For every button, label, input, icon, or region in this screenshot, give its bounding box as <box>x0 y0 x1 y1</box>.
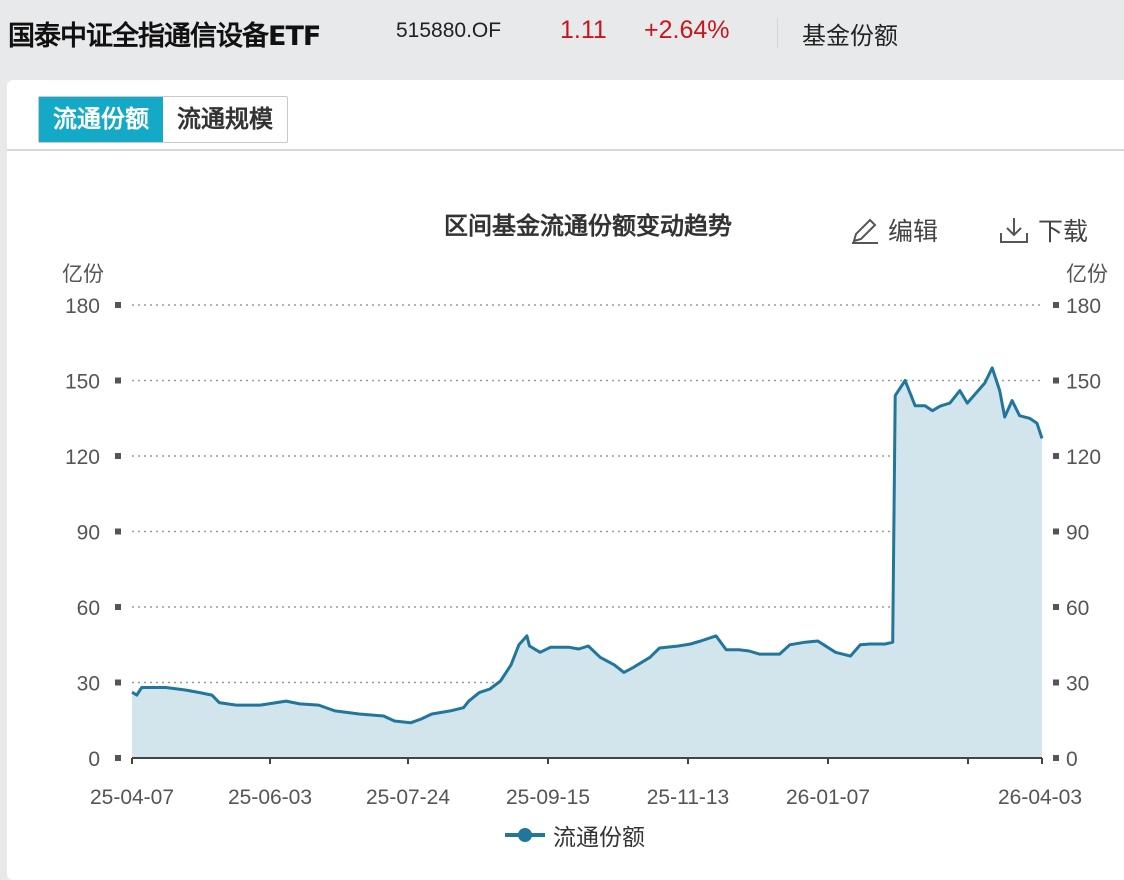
y-tick-right <box>1053 529 1059 535</box>
y-tick-label-right: 120 <box>1066 446 1101 469</box>
y-tick-right <box>1053 302 1059 308</box>
y-tick-label-left: 120 <box>65 446 100 469</box>
share-trend-chart: 0 0 30 30 60 60 90 90 120 120 150 150 180 180 25-04-07… <box>0 0 1124 860</box>
y-tick-left <box>115 604 121 610</box>
download-label: 下载 <box>1038 212 1088 248</box>
y-tick-label-right: 30 <box>1066 673 1089 696</box>
legend-item[interactable]: 流通份额 <box>505 818 645 852</box>
y-tick-right <box>1053 378 1059 384</box>
x-tick-label: 25-11-13 <box>647 786 730 809</box>
y-tick-right <box>1053 755 1059 761</box>
y-tick-right <box>1053 604 1059 610</box>
y-tick-label-left: 0 <box>88 748 100 771</box>
y-tick-label-left: 60 <box>77 597 100 620</box>
x-tick-label: 26-04-03 <box>998 786 1082 809</box>
y-tick-left <box>115 453 121 459</box>
y-tick-label-right: 0 <box>1066 748 1078 771</box>
x-tick-label: 25-04-07 <box>90 786 174 809</box>
pencil-icon <box>850 215 880 245</box>
y-tick-left <box>115 302 121 308</box>
series-area <box>132 368 1042 758</box>
edit-label: 编辑 <box>888 212 938 248</box>
download-button[interactable]: 下载 <box>998 212 1088 248</box>
legend-marker-icon <box>505 825 545 845</box>
y-tick-left <box>115 755 121 761</box>
y-tick-left <box>115 529 121 535</box>
y-tick-label-right: 150 <box>1066 371 1101 394</box>
y-tick-label-left: 90 <box>77 522 100 545</box>
x-tick-label: 26-01-07 <box>786 786 870 809</box>
y-tick-left <box>115 680 121 686</box>
y-tick-label-left: 150 <box>65 371 100 394</box>
y-tick-label-right: 60 <box>1066 597 1089 620</box>
legend-label: 流通份额 <box>553 818 645 852</box>
y-tick-right <box>1053 453 1059 459</box>
y-tick-label-left: 180 <box>65 295 100 318</box>
x-tick-label: 25-06-03 <box>228 786 312 809</box>
y-tick-label-right: 180 <box>1066 295 1101 318</box>
y-tick-label-right: 90 <box>1066 522 1089 545</box>
x-tick-label: 25-07-24 <box>366 786 450 809</box>
y-tick-right <box>1053 680 1059 686</box>
x-tick-label: 25-09-15 <box>506 786 590 809</box>
y-tick-left <box>115 378 121 384</box>
y-tick-label-left: 30 <box>77 673 100 696</box>
y-axis-left-unit: 亿份 <box>62 258 104 288</box>
edit-button[interactable]: 编辑 <box>850 212 938 248</box>
chart-title: 区间基金流通份额变动趋势 <box>0 206 1124 241</box>
download-icon <box>998 215 1030 245</box>
y-axis-right-unit: 亿份 <box>1066 258 1108 288</box>
